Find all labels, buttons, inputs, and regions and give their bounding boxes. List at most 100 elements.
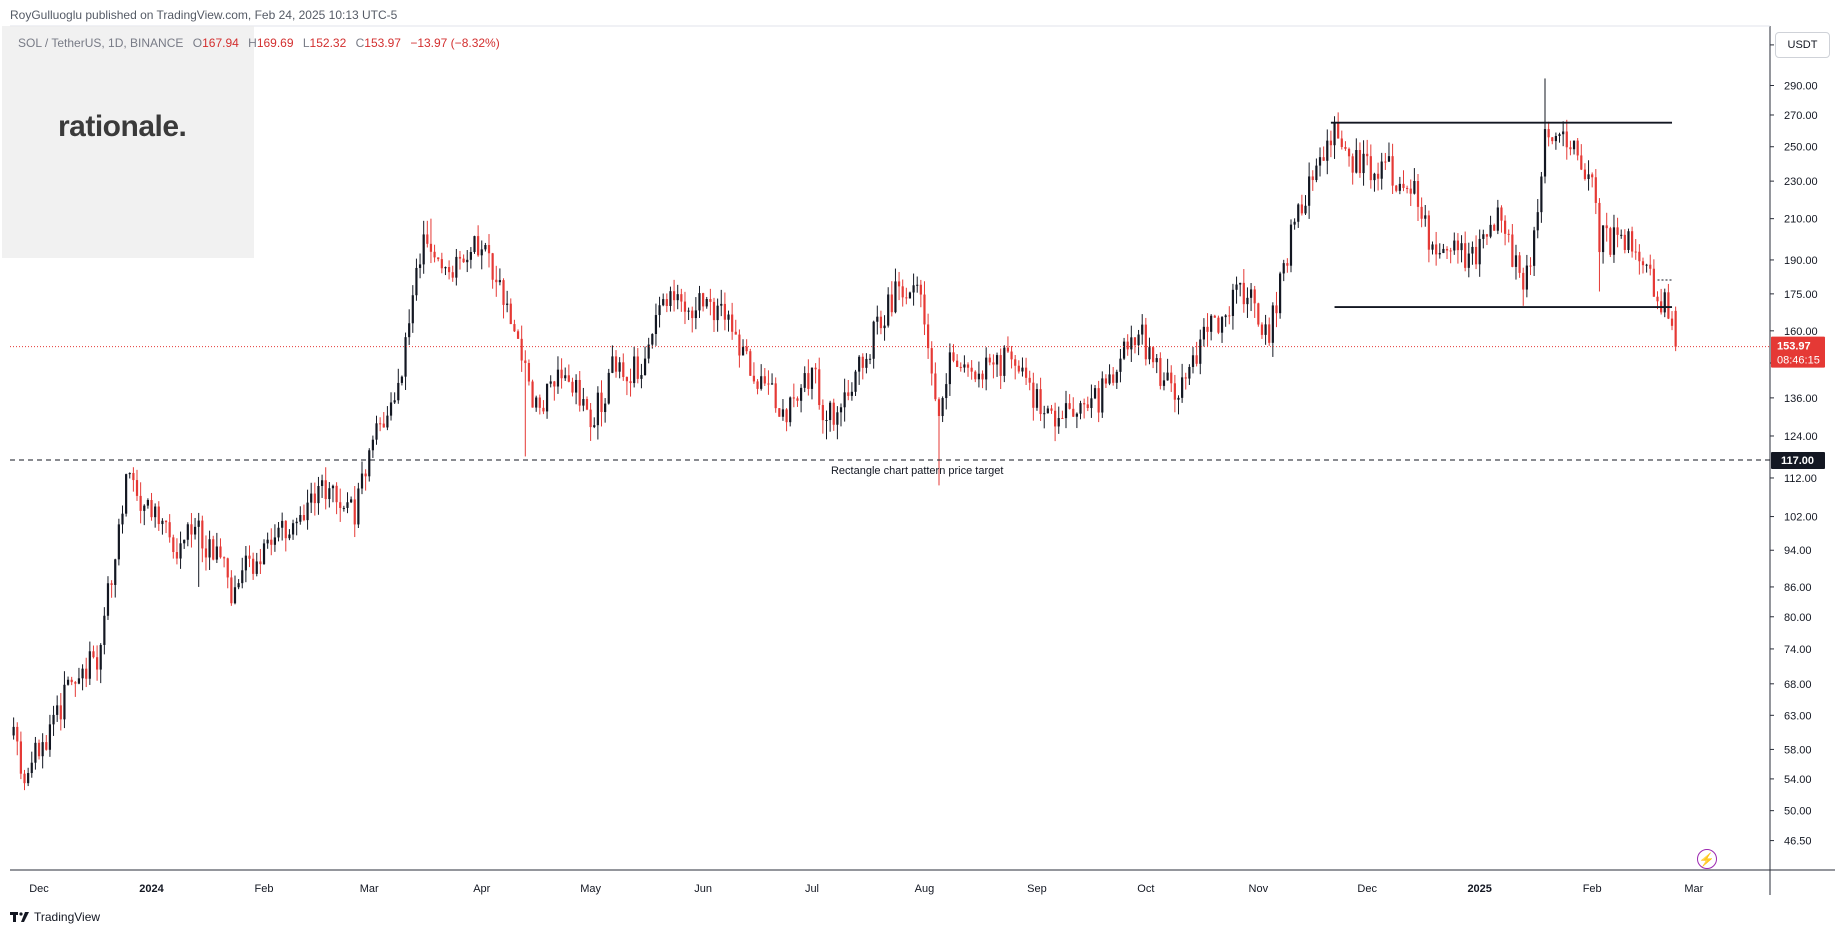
- candle: [77, 667, 81, 685]
- candle-body: [1311, 176, 1314, 181]
- candle-body: [1398, 183, 1401, 191]
- candle: [150, 492, 153, 521]
- candle-body: [1438, 252, 1441, 255]
- candle-body: [767, 383, 770, 385]
- candle-body: [622, 362, 625, 378]
- candle-body: [1435, 244, 1438, 255]
- candle: [923, 281, 926, 336]
- candle-body: [204, 548, 208, 558]
- candle: [770, 373, 774, 385]
- candle-body: [357, 488, 360, 525]
- candle: [861, 353, 864, 380]
- candle-body: [1409, 188, 1412, 194]
- candle-body: [1177, 397, 1180, 400]
- candle: [995, 352, 999, 377]
- candle-body: [633, 356, 636, 384]
- candle-body: [575, 379, 578, 393]
- candle: [1460, 235, 1463, 263]
- candle: [1144, 317, 1147, 366]
- candle-body: [604, 403, 607, 413]
- candle: [832, 398, 835, 431]
- price-axis[interactable]: 320.00290.00270.00250.00230.00210.00190.…: [1770, 40, 1825, 848]
- candle: [774, 377, 777, 413]
- candle: [709, 288, 712, 316]
- candle-body: [720, 303, 723, 306]
- candle: [135, 469, 139, 501]
- candle-body: [1358, 150, 1362, 174]
- candle-body: [1576, 140, 1579, 156]
- candle: [1260, 322, 1264, 339]
- candle-body: [132, 473, 135, 481]
- candle: [683, 291, 687, 325]
- candle: [582, 387, 585, 412]
- candle: [310, 482, 313, 514]
- candle: [1420, 197, 1423, 228]
- symbol-name[interactable]: SOL / TetherUS, 1D, BINANCE: [18, 36, 184, 50]
- candle: [571, 377, 574, 397]
- candle: [1220, 316, 1224, 343]
- time-axis[interactable]: Dec 2024 Feb Mar Apr May Jun Jul Aug Sep Oct Nov Dec…: [29, 883, 1703, 895]
- candle-body: [288, 534, 291, 539]
- candle: [622, 353, 625, 381]
- tradingview-footer[interactable]: TradingView: [10, 910, 100, 924]
- candle-body: [535, 397, 538, 408]
- candle: [614, 350, 618, 378]
- candle-body: [1304, 205, 1307, 214]
- candle: [1453, 232, 1456, 255]
- candle: [444, 266, 447, 276]
- candle-body: [346, 502, 349, 508]
- candle: [66, 676, 70, 686]
- candle-body: [382, 423, 385, 428]
- candle: [400, 375, 404, 386]
- candle: [1373, 172, 1376, 192]
- candle: [1631, 226, 1634, 258]
- time-tick-label: May: [580, 883, 601, 895]
- candle-body: [1202, 326, 1205, 340]
- candle-body: [1101, 378, 1104, 413]
- time-tick-label: Feb: [255, 883, 274, 895]
- candle: [956, 354, 959, 368]
- candle: [1598, 198, 1601, 292]
- target-price-label: 117.00: [1781, 455, 1814, 467]
- candle: [426, 220, 429, 248]
- candle: [702, 292, 705, 312]
- candle-body: [77, 678, 81, 684]
- candle-body: [1369, 156, 1372, 181]
- candle: [226, 557, 229, 589]
- alert-bolt-icon[interactable]: ⚡: [1697, 849, 1717, 869]
- candle: [1587, 160, 1590, 191]
- candle: [1119, 348, 1122, 383]
- time-tick-label: Apr: [473, 883, 490, 895]
- candle-body: [466, 259, 469, 263]
- candle-body: [462, 258, 465, 263]
- candle-body: [1115, 371, 1118, 383]
- candle: [1355, 138, 1358, 174]
- candle-body: [95, 657, 99, 670]
- candle: [734, 319, 737, 335]
- candle: [767, 370, 770, 395]
- candle-body: [502, 280, 505, 305]
- candle-body: [455, 256, 458, 278]
- candle-body: [836, 412, 839, 425]
- candle-body: [1485, 234, 1489, 237]
- candle: [273, 524, 277, 552]
- candle-body: [1021, 367, 1024, 372]
- candle-body: [698, 293, 701, 311]
- candle-body: [1184, 377, 1187, 379]
- candle: [1286, 258, 1289, 273]
- price-tick-label: 54.00: [1784, 774, 1812, 786]
- candle: [1427, 210, 1430, 263]
- candle: [1257, 302, 1260, 327]
- candle: [945, 373, 948, 410]
- candle-body: [335, 485, 338, 503]
- candle-body: [542, 407, 545, 412]
- candle: [1554, 132, 1557, 150]
- candle-body: [1641, 261, 1645, 266]
- candle: [992, 354, 995, 379]
- candle: [139, 482, 142, 524]
- candle-body: [1061, 418, 1064, 420]
- candle: [745, 339, 748, 355]
- price-tick-label: 46.50: [1784, 836, 1812, 848]
- currency-button[interactable]: USDT: [1775, 32, 1830, 58]
